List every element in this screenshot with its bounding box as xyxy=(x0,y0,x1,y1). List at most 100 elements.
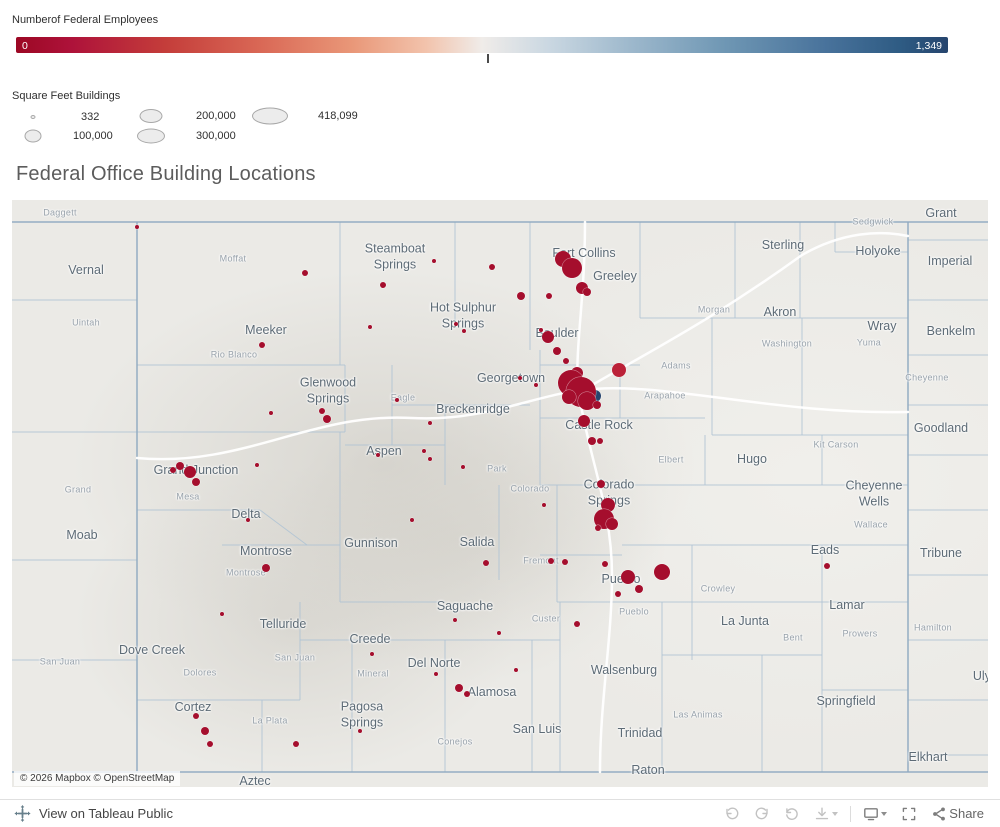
building-dot[interactable] xyxy=(588,437,596,445)
building-dot[interactable] xyxy=(553,347,561,355)
building-dot[interactable] xyxy=(578,392,596,410)
building-dot[interactable] xyxy=(323,415,331,423)
building-dot[interactable] xyxy=(192,478,200,486)
tableau-logo-icon xyxy=(14,805,31,822)
building-dot[interactable] xyxy=(517,292,525,300)
building-dot[interactable] xyxy=(410,518,414,522)
building-dot[interactable] xyxy=(562,258,582,278)
building-dot[interactable] xyxy=(207,741,213,747)
building-dot[interactable] xyxy=(563,358,569,364)
size-legend-label: 332 xyxy=(81,111,100,123)
building-dot[interactable] xyxy=(370,652,374,656)
building-dot[interactable] xyxy=(262,564,270,572)
redo-button[interactable] xyxy=(752,804,772,824)
building-dot[interactable] xyxy=(259,342,265,348)
building-dot[interactable] xyxy=(489,264,495,270)
ramp-max-label: 1,349 xyxy=(915,40,942,52)
building-dot[interactable] xyxy=(380,282,386,288)
building-dot[interactable] xyxy=(483,560,489,566)
building-dot[interactable] xyxy=(293,741,299,747)
employees-legend-title: Numberof Federal Employees xyxy=(12,14,159,26)
toolbar-actions: Share xyxy=(722,804,986,824)
size-legend-shape xyxy=(139,109,163,123)
building-dot[interactable] xyxy=(201,727,209,735)
building-dot[interactable] xyxy=(176,462,184,470)
building-dot[interactable] xyxy=(220,612,224,616)
building-dot[interactable] xyxy=(422,449,426,453)
building-dot[interactable] xyxy=(184,466,196,478)
view-on-tableau-button[interactable]: View on Tableau Public xyxy=(14,805,173,822)
building-dot[interactable] xyxy=(135,225,139,229)
map-attribution[interactable]: © 2026 Mapbox © OpenStreetMap xyxy=(14,771,181,786)
building-dot[interactable] xyxy=(518,376,522,380)
building-dot[interactable] xyxy=(428,457,432,461)
building-dot[interactable] xyxy=(453,618,457,622)
device-layout-button[interactable] xyxy=(861,804,889,824)
building-dot[interactable] xyxy=(539,328,543,332)
building-dot[interactable] xyxy=(461,465,465,469)
building-dot[interactable] xyxy=(534,383,538,387)
building-dot[interactable] xyxy=(514,668,518,672)
building-dot[interactable] xyxy=(574,621,580,627)
building-dot[interactable] xyxy=(319,408,325,414)
size-legend-label: 418,099 xyxy=(318,110,358,122)
building-dot[interactable] xyxy=(542,503,546,507)
building-dot[interactable] xyxy=(546,293,552,299)
building-dot[interactable] xyxy=(824,563,830,569)
building-dot[interactable] xyxy=(395,398,399,402)
building-dot[interactable] xyxy=(434,672,438,676)
building-dot[interactable] xyxy=(432,259,436,263)
building-dot[interactable] xyxy=(193,713,199,719)
building-dot[interactable] xyxy=(170,467,176,473)
share-button[interactable]: Share xyxy=(929,804,986,824)
building-dot[interactable] xyxy=(497,631,501,635)
building-dot[interactable] xyxy=(368,325,372,329)
building-dot[interactable] xyxy=(597,480,605,488)
device-icon xyxy=(864,807,879,820)
building-dot[interactable] xyxy=(376,453,380,457)
map-canvas[interactable]: Daggett Vernal Uintah Moffat Steamboat Sprin… xyxy=(12,200,988,787)
building-dot[interactable] xyxy=(612,363,626,377)
building-dot[interactable] xyxy=(593,401,601,409)
building-dot[interactable] xyxy=(269,411,273,415)
size-legend-shape xyxy=(30,115,36,119)
share-icon xyxy=(933,807,946,820)
building-dot[interactable] xyxy=(583,288,591,296)
tableau-toolbar: View on Tableau Public xyxy=(0,799,1000,827)
fullscreen-icon xyxy=(902,807,916,820)
download-caret-icon xyxy=(832,811,839,816)
building-dot[interactable] xyxy=(454,322,458,326)
building-dot[interactable] xyxy=(615,591,621,597)
building-dot[interactable] xyxy=(601,498,615,512)
building-dot[interactable] xyxy=(635,585,643,593)
employees-color-ramp xyxy=(16,37,948,53)
building-dot[interactable] xyxy=(246,518,250,522)
building-dot[interactable] xyxy=(255,463,259,467)
building-dot[interactable] xyxy=(595,525,601,531)
building-dot[interactable] xyxy=(562,559,568,565)
download-button[interactable] xyxy=(812,804,840,824)
building-dot[interactable] xyxy=(606,518,618,530)
building-dot[interactable] xyxy=(597,438,603,444)
reset-button[interactable] xyxy=(782,804,802,824)
building-dot[interactable] xyxy=(464,691,470,697)
size-legend-label: 300,000 xyxy=(196,130,236,142)
map-dots-layer xyxy=(12,200,988,787)
building-dot[interactable] xyxy=(358,729,362,733)
building-dot[interactable] xyxy=(578,415,590,427)
building-dot[interactable] xyxy=(542,331,554,343)
building-dot[interactable] xyxy=(428,421,432,425)
size-legend-label: 100,000 xyxy=(73,130,113,142)
building-dot[interactable] xyxy=(602,561,608,567)
size-legend-shape xyxy=(24,129,42,143)
undo-button[interactable] xyxy=(722,804,742,824)
building-dot[interactable] xyxy=(302,270,308,276)
building-dot[interactable] xyxy=(562,390,576,404)
building-dot[interactable] xyxy=(462,329,466,333)
fullscreen-button[interactable] xyxy=(899,804,919,824)
building-dot[interactable] xyxy=(654,564,670,580)
building-dot[interactable] xyxy=(621,570,635,584)
building-dot[interactable] xyxy=(548,558,554,564)
ramp-min-label: 0 xyxy=(22,40,28,52)
building-dot[interactable] xyxy=(455,684,463,692)
